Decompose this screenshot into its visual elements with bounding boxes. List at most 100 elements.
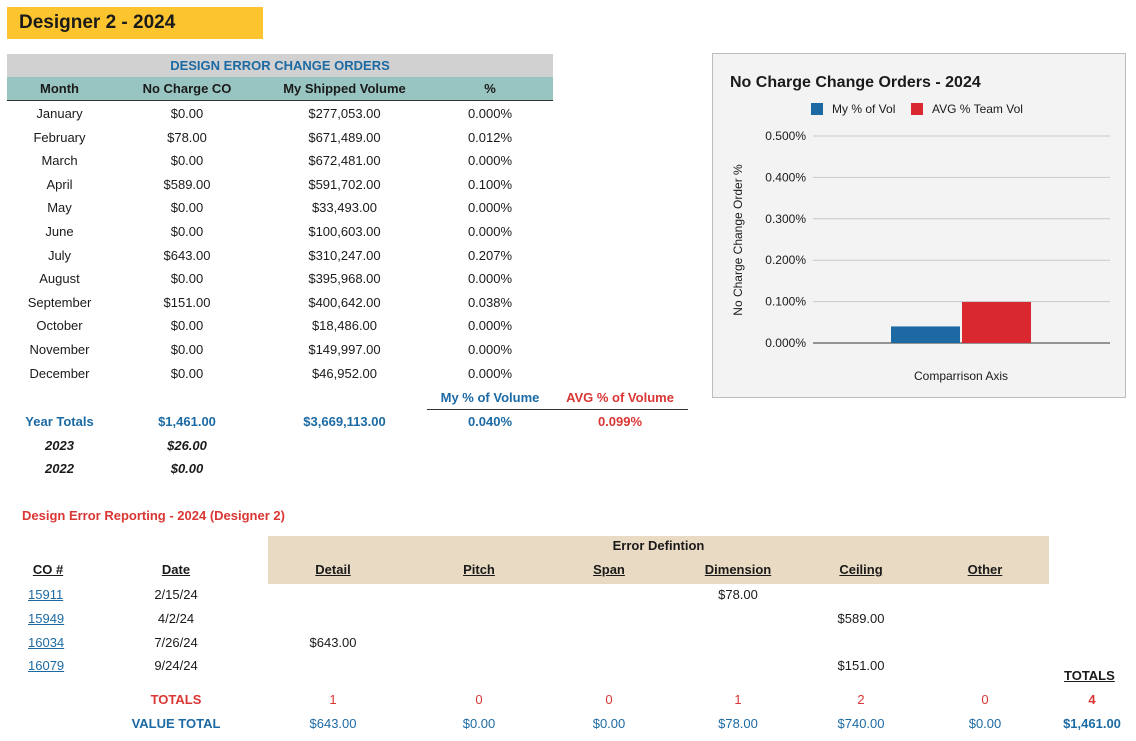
year-totals-volume: $3,669,113.00 (303, 414, 386, 429)
percent-cell: 0.000% (467, 318, 513, 334)
legend-swatch-avg (911, 103, 923, 115)
co-number-link[interactable]: 16034 (28, 634, 65, 650)
month-cell: April (46, 176, 73, 192)
shipped-volume-cell: $395,968.00 (308, 271, 381, 287)
chart-svg: No Charge Change Orders - 2024 My % of V… (730, 74, 1110, 383)
month-row: May $0.00 $33,493.00 0.000% (7, 196, 553, 219)
month-cell: January (36, 106, 83, 121)
prior-year-co: $0.00 (170, 461, 204, 476)
month-row: December $0.00 $46,952.00 0.000% (7, 362, 553, 385)
prior-year-row: 2023 $26.00 (7, 434, 553, 457)
shipped-volume-cell: $400,642.00 (308, 294, 381, 310)
year-totals-co: $1,461.00 (158, 414, 216, 429)
year-totals-row: Year Totals $1,461.00 $3,669,113.00 0.04… (7, 410, 553, 433)
summary-header-row: Month No Charge CO My Shipped Volume % (7, 77, 553, 101)
date-cell: 7/26/24 (154, 634, 198, 650)
shipped-volume-cell: $310,247.00 (308, 247, 381, 263)
count-total-cell: 0 (605, 692, 613, 707)
percent-cell: 0.012% (467, 129, 513, 145)
value-total-cell: $643.00 (309, 716, 357, 731)
month-cell: November (29, 342, 90, 357)
page-title: Designer 2 - 2024 (7, 7, 263, 39)
no-charge-co-cell: $0.00 (170, 342, 204, 357)
date-cell: 9/24/24 (154, 658, 198, 674)
shipped-volume-cell: $46,952.00 (311, 365, 378, 381)
month-row: March $0.00 $672,481.00 0.000% (7, 149, 553, 172)
value-total-grand: $1,461.00 (1063, 716, 1121, 731)
no-charge-co-cell: $0.00 (170, 318, 204, 334)
month-row: November $0.00 $149,997.00 0.000% (7, 338, 553, 361)
value-total-cell: $0.00 (462, 716, 496, 731)
date-cell: 2/15/24 (154, 587, 198, 602)
no-charge-co-cell: $151.00 (163, 294, 211, 310)
chart-panel: No Charge Change Orders - 2024 My % of V… (712, 53, 1126, 398)
value-total-cell: $740.00 (837, 716, 885, 731)
month-cell: May (47, 200, 72, 216)
chart-y-tick-label: 0.200% (765, 253, 806, 267)
chart-y-tick-label: 0.100% (765, 295, 806, 309)
no-charge-co-cell: $78.00 (167, 129, 207, 145)
month-cell: September (27, 294, 92, 310)
error-column-header: Dimension (704, 562, 772, 577)
shipped-volume-cell: $18,486.00 (311, 318, 378, 334)
month-cell: July (47, 247, 72, 263)
legend-swatch-my (811, 103, 823, 115)
percent-cell: 0.000% (467, 365, 513, 381)
shipped-volume-cell: $277,053.00 (308, 106, 381, 121)
chart-y-tick-label: 0.400% (765, 170, 806, 184)
value-total-cell: $0.00 (592, 716, 626, 731)
value-total-cell: $78.00 (718, 716, 758, 731)
month-row: February $78.00 $671,489.00 0.012% (7, 126, 553, 149)
date-header: Date (161, 562, 191, 577)
no-charge-co-cell: $0.00 (170, 153, 204, 169)
month-row: October $0.00 $18,486.00 0.000% (7, 314, 553, 337)
co-number-link[interactable]: 15911 (28, 587, 64, 602)
header-month: Month (40, 81, 79, 96)
count-total-grand: 4 (1088, 692, 1096, 707)
count-total-cell: 2 (857, 692, 865, 707)
no-charge-co-cell: $0.00 (170, 365, 204, 381)
year-totals-label: Year Totals (25, 414, 94, 429)
co-number-header: CO # (32, 562, 64, 577)
error-column-header: Span (593, 562, 625, 577)
month-row: July $643.00 $310,247.00 0.207% (7, 244, 553, 267)
percent-cell: 0.038% (467, 294, 513, 310)
percent-cell: 0.000% (467, 153, 513, 169)
month-row: August $0.00 $395,968.00 0.000% (7, 267, 553, 290)
bar-my-pct (891, 326, 960, 343)
count-total-cell: 0 (981, 692, 989, 707)
my-pct-label: My % of Volume (440, 390, 540, 405)
chart-title: No Charge Change Orders - 2024 (730, 74, 981, 91)
month-cell: October (36, 318, 83, 334)
month-cell: March (41, 153, 78, 169)
prior-year-co: $26.00 (167, 438, 207, 453)
count-total-cell: 1 (734, 692, 742, 707)
year-totals-avg-pct: 0.099% (597, 414, 643, 429)
no-charge-co-cell: $0.00 (170, 200, 204, 216)
percent-cell: 0.207% (467, 247, 513, 263)
percent-cell: 0.000% (467, 342, 513, 357)
error-value-cell: $643.00 (309, 634, 357, 650)
shipped-volume-cell: $671,489.00 (308, 129, 381, 145)
prior-year-label: 2022 (45, 461, 74, 476)
co-number-link[interactable]: 16079 (28, 658, 65, 674)
percent-cell: 0.100% (467, 176, 513, 192)
error-column-header: Ceiling (839, 562, 883, 577)
legend-label-my: My % of Vol (832, 102, 895, 116)
month-cell: August (39, 271, 80, 287)
bar-avg-pct (962, 302, 1031, 343)
shipped-volume-cell: $672,481.00 (308, 153, 381, 169)
chart-y-tick-label: 0.300% (765, 212, 806, 226)
error-value-cell: $589.00 (837, 610, 885, 626)
month-cell: December (29, 365, 90, 381)
shipped-volume-cell: $149,997.00 (308, 342, 381, 357)
co-number-link[interactable]: 15949 (28, 610, 65, 626)
chart-y-label: No Charge Change Order % (731, 164, 745, 316)
summary-banner: DESIGN ERROR CHANGE ORDERS (7, 54, 553, 77)
error-value-cell: $78.00 (718, 587, 758, 602)
date-cell: 4/2/24 (157, 610, 195, 626)
legend-label-avg: AVG % Team Vol (932, 102, 1023, 116)
prior-year-row: 2022 $0.00 (7, 457, 553, 480)
no-charge-co-cell: $0.00 (170, 271, 204, 287)
avg-pct-label: AVG % of Volume (566, 390, 674, 405)
